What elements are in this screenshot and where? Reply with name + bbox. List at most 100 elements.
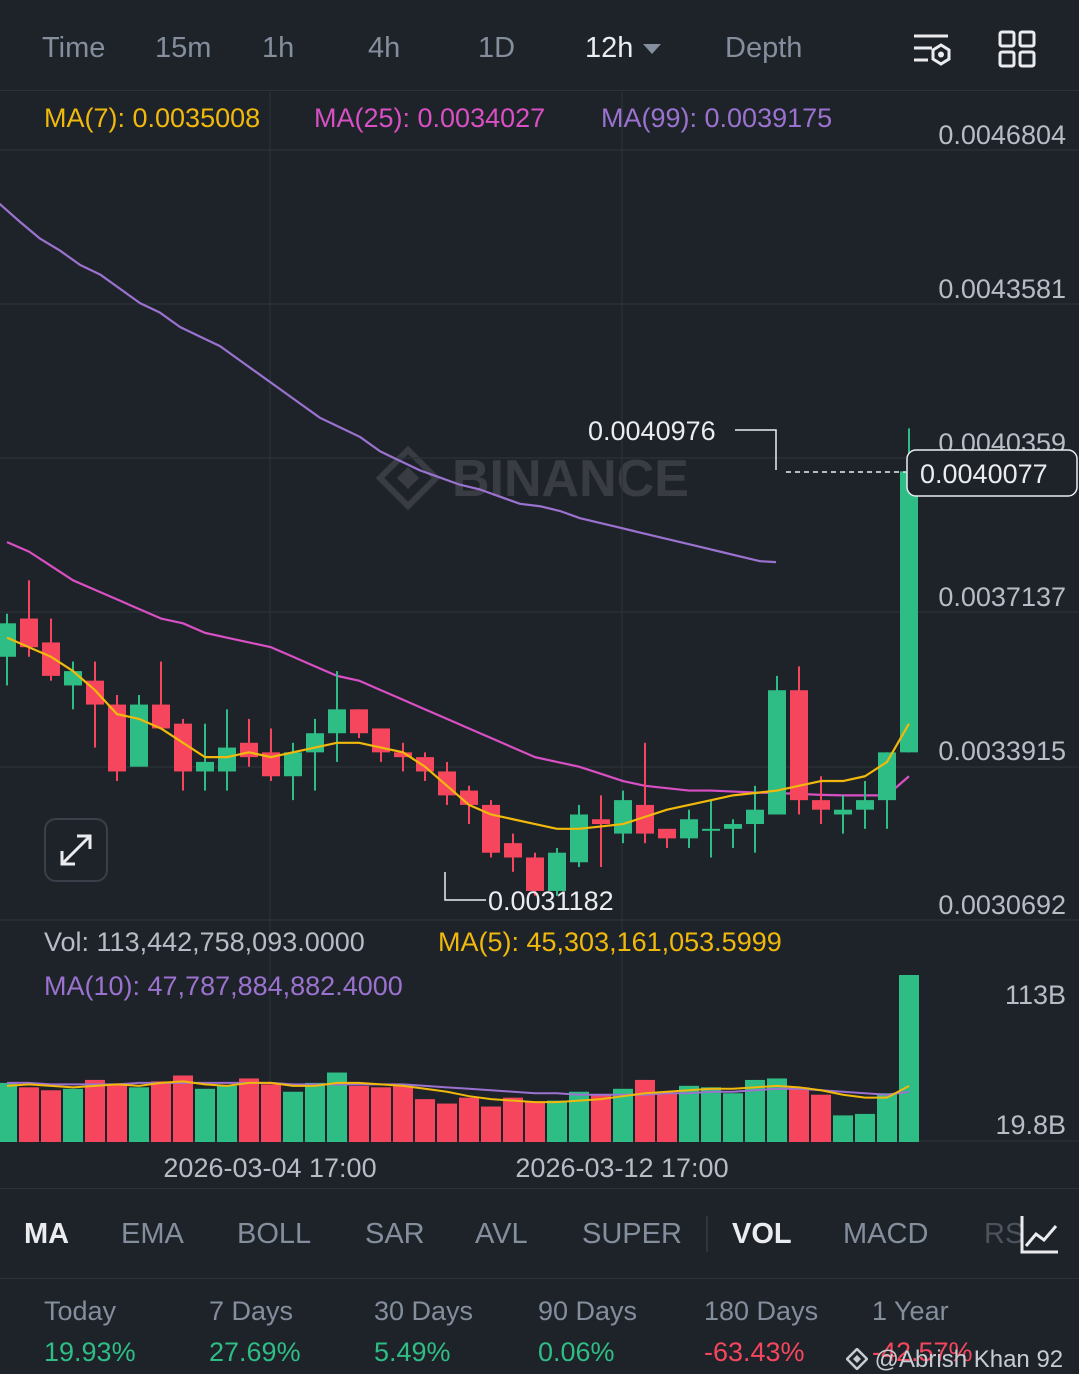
volume-bar bbox=[723, 1093, 743, 1142]
tab-avl[interactable]: AVL bbox=[475, 1218, 528, 1250]
current-price-badge[interactable] bbox=[906, 449, 1078, 497]
tab-super[interactable]: SUPER bbox=[582, 1218, 682, 1250]
ma7-line bbox=[6, 636, 910, 830]
volume-bar bbox=[349, 1085, 369, 1142]
volume-bars bbox=[0, 975, 919, 1142]
volume-bar bbox=[833, 1115, 853, 1142]
volume-bar bbox=[679, 1085, 699, 1142]
candle-body bbox=[592, 819, 610, 825]
tab-12h-label: 12h bbox=[585, 32, 634, 64]
tab-depth[interactable]: Depth bbox=[725, 32, 803, 64]
tab-15m[interactable]: 15m bbox=[155, 32, 212, 64]
credit-text: @Abrish Khan 92 bbox=[874, 1346, 1064, 1373]
perf-value: -63.43% bbox=[704, 1337, 805, 1367]
high-marker-leader bbox=[735, 429, 777, 470]
perf-label: 1 Year bbox=[872, 1296, 949, 1326]
tab-rsi[interactable]: RS bbox=[984, 1218, 1025, 1250]
tab-12h[interactable]: 12h bbox=[585, 32, 662, 65]
tab-time[interactable]: Time bbox=[42, 32, 106, 64]
candle-body bbox=[812, 800, 830, 810]
grid-layout-icon[interactable] bbox=[996, 28, 1040, 72]
tab-boll[interactable]: BOLL bbox=[237, 1218, 312, 1250]
perf-90-days: 90 Days 0.06% bbox=[538, 1296, 637, 1368]
candle-body bbox=[460, 790, 478, 805]
tab-1d[interactable]: 1D bbox=[478, 32, 516, 64]
ma99-legend: MA(99): 0.0039175 bbox=[601, 103, 832, 133]
indicator-settings-icon[interactable] bbox=[1016, 1212, 1062, 1258]
watermark-credit: @Abrish Khan 92 bbox=[845, 1346, 1064, 1374]
volume-ma-lines bbox=[6, 1080, 910, 1104]
candle-body bbox=[394, 752, 412, 758]
candle-body bbox=[174, 723, 192, 772]
ma25-legend: MA(25): 0.0034027 bbox=[314, 103, 545, 133]
candle-body bbox=[416, 757, 434, 772]
candle-body bbox=[548, 852, 566, 891]
chart-settings-icon[interactable] bbox=[910, 28, 954, 72]
perf-label: Today bbox=[44, 1296, 117, 1326]
low-marker-leader bbox=[444, 872, 486, 901]
candlestick-chart[interactable]: BINANCE 0.00468040.00435810.00403590.003… bbox=[0, 0, 1079, 1190]
volume-axis-top: 113B bbox=[1005, 980, 1066, 1010]
candle-body bbox=[64, 671, 82, 686]
candle-body bbox=[856, 800, 874, 810]
tab-sar[interactable]: SAR bbox=[365, 1218, 425, 1250]
candle-body bbox=[130, 704, 148, 767]
candle-body bbox=[680, 819, 698, 839]
tab-vol[interactable]: VOL bbox=[732, 1218, 792, 1250]
expand-arrows-icon bbox=[60, 834, 92, 866]
volume-bar bbox=[393, 1084, 413, 1142]
volume-bar bbox=[151, 1081, 171, 1142]
indicator-tabs: MA EMA BOLL SAR AVL SUPER VOL MACD RS bbox=[0, 1200, 1079, 1270]
volume-bar bbox=[195, 1088, 215, 1142]
volume-bar bbox=[855, 1113, 875, 1142]
tab-ma[interactable]: MA bbox=[24, 1218, 70, 1250]
candle-body bbox=[504, 843, 522, 858]
candle-body bbox=[350, 709, 368, 734]
ma7-legend: MA(7): 0.0035008 bbox=[44, 103, 260, 133]
toolbar-divider bbox=[0, 90, 1079, 91]
candle-body bbox=[702, 828, 720, 831]
volume-bar bbox=[877, 1093, 897, 1142]
tab-1h[interactable]: 1h bbox=[262, 32, 295, 64]
candle-body bbox=[570, 814, 588, 863]
fullscreen-button[interactable] bbox=[44, 818, 108, 882]
high-price-label: 0.0040976 bbox=[588, 416, 716, 446]
header-cutoff bbox=[0, 0, 1079, 8]
perf-label: 30 Days bbox=[374, 1296, 474, 1326]
perf-30-days: 30 Days 5.49% bbox=[374, 1296, 473, 1368]
perf-7-days: 7 Days 27.69% bbox=[209, 1296, 301, 1368]
volume-bar bbox=[635, 1079, 655, 1142]
volume-bar bbox=[283, 1091, 303, 1142]
volume-bar bbox=[239, 1078, 259, 1142]
perf-today: Today 19.93% bbox=[44, 1296, 136, 1368]
perf-value: -42.57% bbox=[872, 1337, 973, 1367]
volume-bar bbox=[701, 1087, 721, 1142]
volume-bar bbox=[789, 1087, 809, 1142]
volume-bar bbox=[305, 1082, 325, 1142]
tab-macd[interactable]: MACD bbox=[843, 1218, 929, 1250]
candle-body bbox=[790, 690, 808, 801]
y-axis-label: 0.0046804 bbox=[938, 120, 1066, 150]
volume-bar bbox=[0, 1082, 17, 1142]
volume-bar bbox=[63, 1088, 83, 1142]
volume-legend: Vol: 113,442,758,093.0000 bbox=[44, 927, 365, 957]
candle-body bbox=[614, 800, 632, 834]
candle-body bbox=[108, 704, 126, 772]
perf-value: 0.06% bbox=[538, 1337, 615, 1367]
chevron-down-icon bbox=[643, 44, 662, 55]
current-price-text: 0.0040077 bbox=[920, 459, 1048, 489]
tab-4h[interactable]: 4h bbox=[368, 32, 401, 64]
volume-ma10-legend: MA(10): 47,787,884,882.4000 bbox=[44, 971, 403, 1001]
tab-ema[interactable]: EMA bbox=[121, 1218, 184, 1250]
watermark-text: BINANCE bbox=[452, 450, 689, 508]
volume-bar bbox=[41, 1090, 61, 1142]
volume-bar bbox=[899, 975, 919, 1142]
volume-bar bbox=[657, 1093, 677, 1142]
candle-body bbox=[900, 471, 918, 753]
candle-body bbox=[262, 752, 280, 777]
perf-value: 5.49% bbox=[374, 1337, 451, 1367]
x-axis-label-1: 2026-03-04 17:00 bbox=[163, 1153, 376, 1183]
tabs-bottom-divider bbox=[0, 1278, 1079, 1279]
candle-body bbox=[724, 824, 742, 829]
volume-bar bbox=[811, 1094, 831, 1142]
